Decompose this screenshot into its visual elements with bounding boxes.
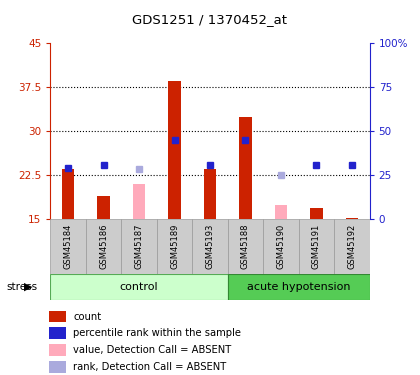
Bar xyxy=(133,184,145,219)
Bar xyxy=(62,170,74,219)
Text: GSM45192: GSM45192 xyxy=(347,224,356,269)
Text: ▶: ▶ xyxy=(24,282,33,292)
Bar xyxy=(50,274,228,300)
Bar xyxy=(346,218,358,219)
Bar xyxy=(263,219,299,274)
Bar xyxy=(50,344,66,356)
Text: GSM45193: GSM45193 xyxy=(205,224,215,269)
Bar xyxy=(50,327,66,339)
Text: count: count xyxy=(74,312,102,321)
Text: GSM45187: GSM45187 xyxy=(134,224,144,269)
Bar xyxy=(310,208,323,219)
Bar xyxy=(50,361,66,373)
Bar xyxy=(50,219,86,274)
Text: GSM45186: GSM45186 xyxy=(99,224,108,269)
Bar xyxy=(97,196,110,219)
Text: rank, Detection Call = ABSENT: rank, Detection Call = ABSENT xyxy=(74,362,227,372)
Bar xyxy=(204,170,216,219)
Text: GSM45184: GSM45184 xyxy=(64,224,73,269)
Text: percentile rank within the sample: percentile rank within the sample xyxy=(74,328,242,338)
Text: GDS1251 / 1370452_at: GDS1251 / 1370452_at xyxy=(132,13,288,26)
Text: GSM45191: GSM45191 xyxy=(312,224,321,269)
Text: value, Detection Call = ABSENT: value, Detection Call = ABSENT xyxy=(74,345,232,355)
Bar xyxy=(157,219,192,274)
Text: GSM45190: GSM45190 xyxy=(276,224,286,269)
Text: GSM45189: GSM45189 xyxy=(170,224,179,269)
Text: control: control xyxy=(120,282,158,292)
Text: GSM45188: GSM45188 xyxy=(241,224,250,269)
Text: stress: stress xyxy=(6,282,37,292)
Text: acute hypotension: acute hypotension xyxy=(247,282,350,292)
Bar xyxy=(275,205,287,219)
Bar xyxy=(334,219,370,274)
Bar xyxy=(168,81,181,219)
Bar xyxy=(192,219,228,274)
Bar xyxy=(228,274,370,300)
Bar xyxy=(239,117,252,219)
Bar xyxy=(228,219,263,274)
Bar xyxy=(121,219,157,274)
Bar xyxy=(299,219,334,274)
Bar xyxy=(50,310,66,322)
Bar xyxy=(86,219,121,274)
